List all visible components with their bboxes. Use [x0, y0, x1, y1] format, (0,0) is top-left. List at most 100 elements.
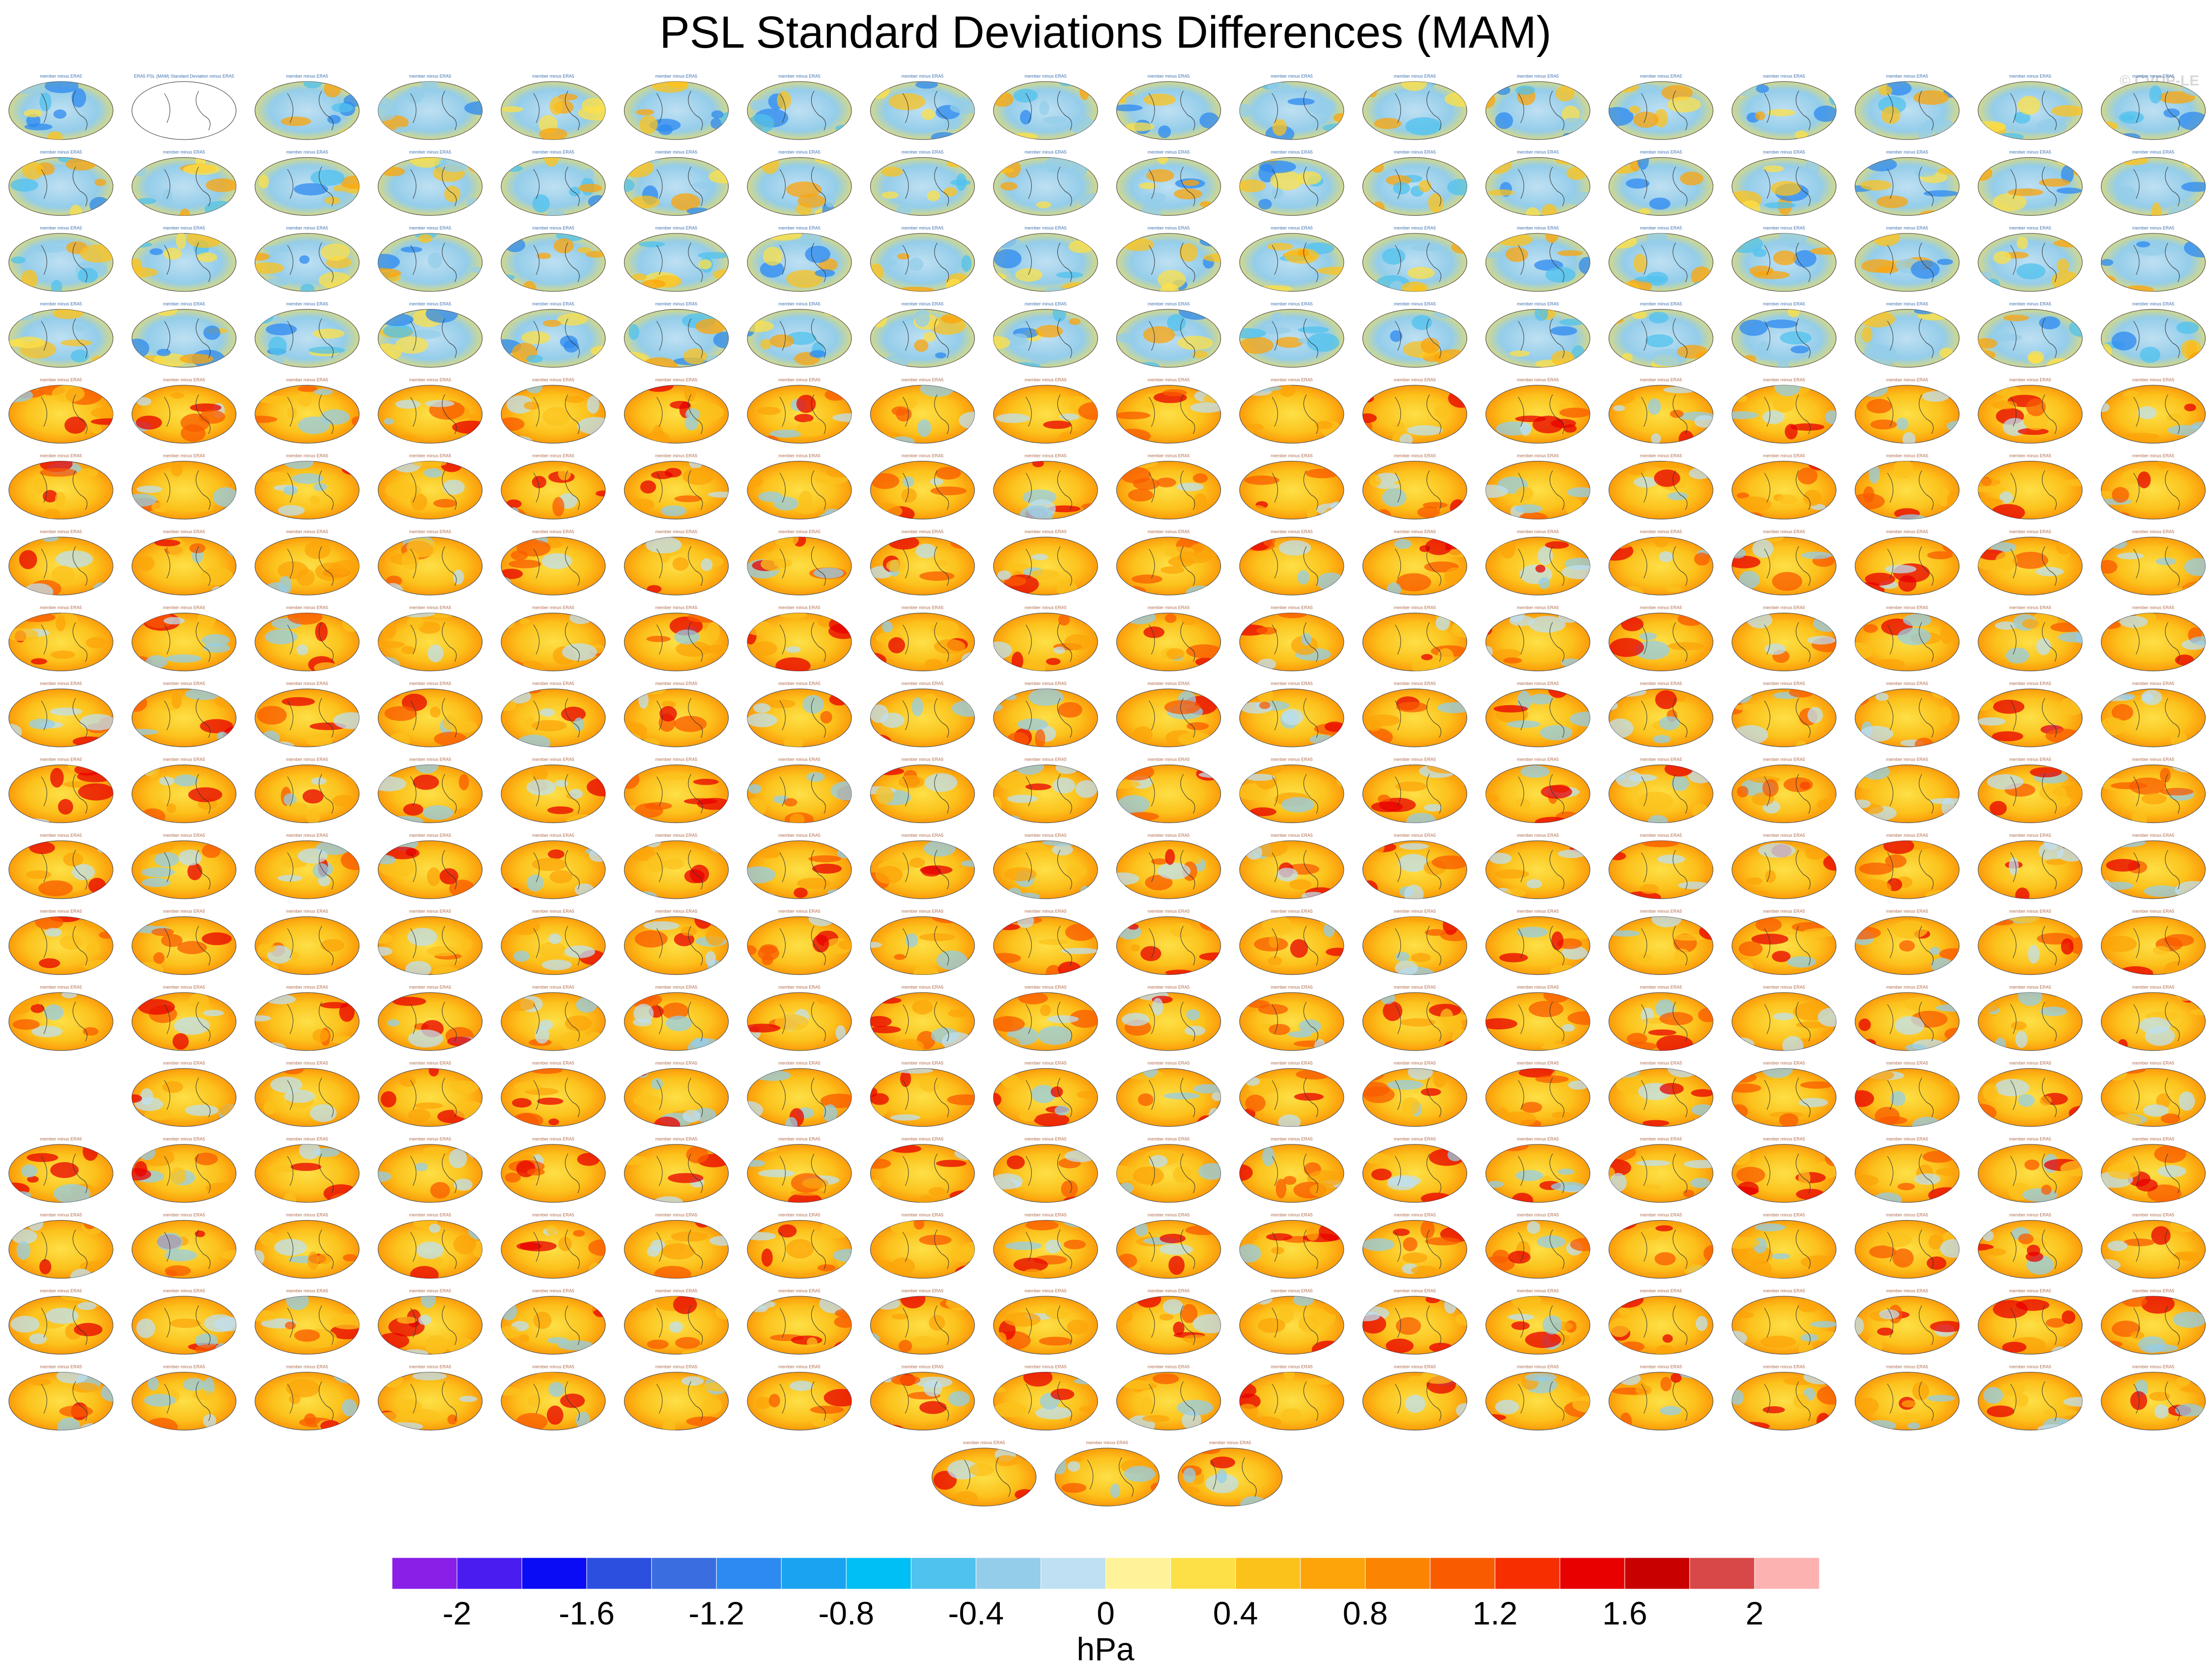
coastline [164, 167, 211, 206]
anomaly-blob [1654, 469, 1680, 487]
map-panel: member minus ERA5 [993, 454, 1098, 520]
map-panel: member minus ERA5 [255, 1213, 360, 1279]
anomaly-blob [1784, 777, 1813, 792]
anomaly-blob [1898, 1183, 1915, 1191]
anomaly-blob [880, 712, 905, 728]
anomaly-blob [2059, 697, 2082, 715]
anomaly-blob [1855, 916, 1879, 924]
anomaly-blob [504, 165, 523, 172]
anomaly-blob [324, 197, 340, 205]
anomaly-blob [466, 198, 479, 210]
map-panel: member minus ERA5 [1116, 605, 1221, 672]
anomaly-blob [993, 1036, 1021, 1051]
anomaly-blob [83, 1027, 99, 1036]
anomaly-blob [1367, 82, 1378, 98]
anomaly-blob [397, 1316, 417, 1324]
anomaly-blob [1813, 615, 1836, 632]
coastline [1641, 1153, 1688, 1194]
anomaly-blob [135, 1097, 164, 1111]
anomaly-blob [1667, 96, 1701, 113]
anomaly-blob [1566, 498, 1583, 518]
anomaly-blob [1259, 702, 1271, 710]
anomaly-blob [310, 1104, 337, 1122]
panel-caption: member minus ERA5 [655, 1213, 698, 1218]
anomaly-blob [320, 243, 350, 261]
anomaly-blob [1634, 477, 1657, 488]
anomaly-blob [1407, 425, 1443, 436]
anomaly-blob [805, 245, 831, 263]
map-panel: member minus ERA5 [1731, 1137, 1837, 1203]
panel-caption: member minus ERA5 [1024, 74, 1067, 79]
panel-caption: member minus ERA5 [1148, 909, 1190, 914]
anomaly-blob [278, 505, 305, 516]
map-panel: member minus ERA5 [1978, 454, 2083, 520]
coastline [656, 1229, 703, 1269]
anomaly-blob [2036, 567, 2064, 576]
anomaly-blob [198, 410, 226, 424]
anomaly-blob [549, 97, 563, 115]
anomaly-blob [2183, 580, 2206, 594]
anomaly-blob [1637, 157, 1649, 170]
anomaly-blob [1064, 634, 1091, 651]
coastline [1025, 90, 1072, 131]
anomaly-blob [341, 464, 359, 476]
anomaly-blob [874, 1297, 901, 1310]
panel-caption: member minus ERA5 [1763, 1288, 1805, 1293]
anomaly-blob [1560, 658, 1582, 667]
anomaly-blob [706, 1343, 727, 1354]
anomaly-blob [812, 1417, 834, 1428]
anomaly-blob [1679, 1372, 1713, 1379]
anomaly-blob [835, 1025, 846, 1041]
anomaly-blob [822, 1104, 837, 1122]
anomaly-blob [1855, 1191, 1872, 1202]
anomaly-blob [1639, 208, 1651, 215]
anomaly-blob [1025, 783, 1051, 791]
anomaly-blob [392, 997, 426, 1006]
anomaly-blob [343, 1144, 359, 1153]
anomaly-blob [658, 124, 673, 135]
coastline [1025, 394, 1072, 434]
anomaly-blob [1143, 626, 1165, 638]
anomaly-blob [786, 646, 801, 653]
anomaly-blob [830, 781, 851, 801]
anomaly-blob [1244, 475, 1279, 485]
map-panel: member minus ERA5 [1854, 1288, 1960, 1355]
coastline [1887, 926, 1934, 966]
anomaly-blob [1691, 803, 1708, 818]
anomaly-blob [719, 1188, 729, 1197]
anomaly-blob [532, 857, 567, 871]
coastline [1272, 622, 1318, 662]
anomaly-blob [840, 1068, 851, 1081]
anomaly-blob [1203, 253, 1221, 262]
anomaly-blob [1666, 586, 1682, 593]
panel-caption: member minus ERA5 [1024, 985, 1067, 990]
anomaly-blob [993, 1016, 1025, 1032]
panel-caption: member minus ERA5 [2132, 150, 2175, 155]
panel-caption: member minus ERA5 [286, 757, 328, 762]
anomaly-blob [1937, 258, 1953, 265]
anomaly-blob [1810, 1321, 1836, 1328]
panel-caption: member minus ERA5 [1271, 757, 1313, 762]
anomaly-blob [378, 343, 402, 361]
map-panel: member minus ERA5 [1978, 1365, 2083, 1431]
anomaly-blob [1050, 1388, 1075, 1400]
map-panel: member minus ERA5 [1731, 985, 1837, 1051]
anomaly-blob [1753, 271, 1790, 280]
anomaly-blob [1184, 1025, 1206, 1036]
anomaly-blob [547, 806, 574, 814]
coastline [779, 926, 826, 966]
anomaly-blob [1011, 132, 1038, 140]
anomaly-blob [255, 416, 278, 423]
map-panel: member minus ERA5 [1608, 150, 1714, 216]
anomaly-blob [810, 1405, 844, 1414]
anomaly-blob [1541, 1044, 1570, 1051]
anomaly-blob [2107, 1240, 2128, 1252]
panel-caption: member minus ERA5 [1271, 681, 1313, 686]
anomaly-blob [285, 802, 308, 813]
anomaly-blob [1389, 330, 1403, 342]
anomaly-blob [558, 93, 578, 101]
colorbar-unit: hPa [1077, 1631, 1134, 1667]
anomaly-blob [311, 777, 327, 785]
map-panel: member minus ERA5 [1854, 909, 1960, 975]
anomaly-blob [1497, 1108, 1509, 1125]
